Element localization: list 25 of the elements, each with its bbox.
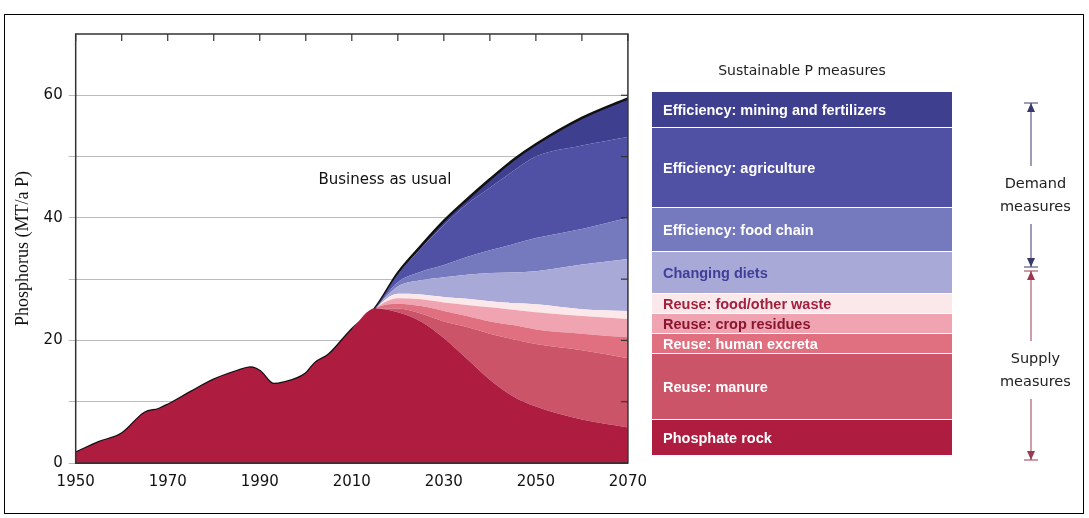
x-tick-label: 2070 [608, 471, 648, 490]
text: Reuse: human excreta [652, 334, 952, 354]
text: Efficiency: mining and fertilizers [652, 92, 952, 128]
y-tick-label: 60 [43, 85, 63, 104]
y-tick-label: 40 [43, 207, 63, 226]
text: Supply measures [1000, 349, 1071, 391]
text: Reuse: manure [652, 354, 952, 420]
x-tick-label: 2050 [516, 471, 555, 490]
y-axis-title: Phosphorus (MT/a P) [11, 170, 33, 327]
text: Changing diets [652, 252, 952, 294]
text: Efficiency: agriculture [652, 128, 952, 208]
x-tick-label: 1950 [56, 471, 95, 490]
text: Demand measures [1000, 174, 1071, 216]
y-tick-label: 0 [53, 452, 63, 471]
annotation: Business as usual [318, 169, 452, 188]
x-tick-label: 2030 [424, 471, 463, 490]
legend-title: Sustainable P measures [717, 62, 887, 78]
text: Reuse: food/other waste [652, 294, 952, 314]
y-tick-label: 20 [43, 330, 63, 349]
x-tick-label: 2010 [332, 471, 371, 490]
text: Phosphate rock [652, 420, 952, 456]
text: Efficiency: food chain [652, 208, 952, 252]
text: Reuse: crop residues [652, 314, 952, 334]
x-tick-label: 1990 [240, 471, 279, 490]
x-tick-label: 1970 [148, 471, 187, 490]
